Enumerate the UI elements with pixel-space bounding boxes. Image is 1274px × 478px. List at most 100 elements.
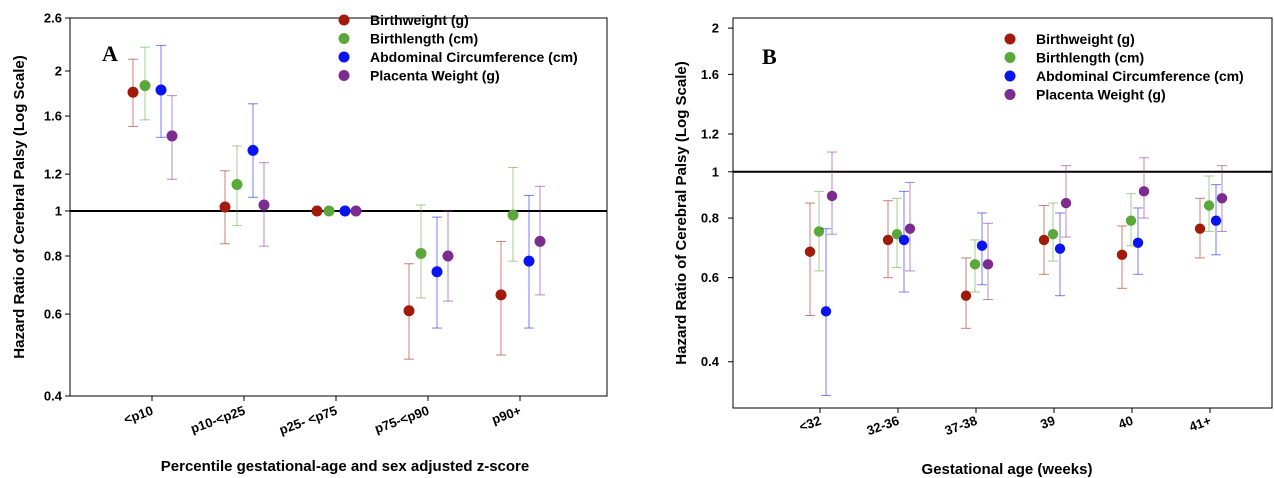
panel-b-legend-swatch [1004,52,1016,63]
panel-b-point-birthweight [1194,223,1206,234]
panel-a-chart: 0.4 0.6 0.8 1 1.2 1.6 2 2.6 <p10 p10-<p25 p25- <p… [11,11,608,475]
panel-a-point-abdominal [247,144,259,156]
panel-a-y-tick-label: 2 [55,63,62,78]
panel-b-legend-label: Placenta Weight (g) [1036,87,1166,103]
panel-a-point-birthlength [139,80,151,92]
panel-b-x-tick-label: 32-36 [865,413,901,438]
panel-a-legend-swatch [338,14,350,26]
panel-b-point-birthlength [1047,229,1059,240]
panel-a-x-tick-label: p75-<p90 [373,403,431,436]
panel-a-legend-swatch [338,70,350,81]
panel-b-legend-item: Abdominal Circumference (cm) [1004,68,1244,84]
panel-a-point-abdominal [431,266,443,278]
panel-a-legend-item: Abdominal Circumference (cm) [338,49,578,65]
panel-b-legend-label: Birthlength (cm) [1036,50,1144,66]
panel-b-point-birthlength [1203,200,1215,211]
panel-a-point-abdominal [339,205,351,217]
panel-a-letter: A [102,41,118,66]
panel-b-y-tick-label: 1.6 [701,67,719,82]
panel-a-y-tick-label: 0.6 [44,307,62,322]
panel-b-legend-item: Birthlength (cm) [1004,50,1144,66]
panel-b-legend: Birthweight (g) Birthlength (cm) Abdominal… [1004,31,1244,103]
panel-a-y-axis-title: Hazard Ratio of Cerebral Palsy (Log Scal… [11,55,28,358]
panel-a-legend-label: Abdominal Circumference (cm) [370,49,578,65]
panel-a-legend-swatch [338,51,350,63]
panel-b-y-tick-label: 1.2 [701,127,719,142]
panel-b-error-bar [805,202,815,316]
panel-b-chart: 0.4 0.6 0.8 1 1.2 1.6 2 <32 32-36 37-38 39 40 41+ B… [673,17,1273,478]
panel-b-x-tick-label: 39 [1038,413,1057,432]
panel-a-point-birthlength [231,178,243,190]
panel-a-point-birthlength [323,205,335,217]
panel-a-legend-item: Placenta Weight (g) [338,68,500,84]
panel-b-legend-swatch [1004,89,1016,100]
panel-a-y-tick-label: 1.2 [44,167,62,182]
panel-b-point-placenta [1216,193,1228,204]
panel-b-y-tick-label: 2 [712,21,719,36]
panel-b-point-birthlength [969,259,981,270]
panel-a-point-birthweight [219,201,231,213]
panel-a-y-tick-label: 0.8 [44,249,62,264]
panel-a-x-tick-label: p25- <p75 [277,403,339,438]
panel-a-plot-frame [69,17,608,397]
panel-b-legend-item: Placenta Weight (g) [1004,87,1166,103]
panel-a-y-tick-label: 0.4 [44,389,63,404]
panel-a-point-placenta [534,235,546,247]
panel-a-legend-swatch [338,33,350,44]
panel-a-x-axis-title: Percentile gestational-age and sex adjus… [161,458,529,475]
panel-b-y-tick-label: 1 [712,164,719,179]
panel-b-point-placenta [982,259,994,270]
panel-b-y-tick-label: 0.4 [701,354,720,369]
panel-b-x-tick-label: 40 [1116,413,1135,432]
panel-b-legend-swatch [1004,33,1016,45]
panel-a-legend-label: Birthweight (g) [370,12,469,28]
panel-b-point-abdominal [1132,237,1144,248]
panel-a-legend-item: Birthweight (g) [338,12,469,28]
panel-b-point-birthweight [882,234,894,246]
panel-b-plot-frame [732,17,1273,409]
panel-b-legend-item: Birthweight (g) [1004,31,1135,47]
panel-b-y-tick-label: 0.8 [701,211,719,226]
panel-a-legend-item: Birthlength (cm) [338,31,478,47]
panel-b-point-abdominal [820,306,832,317]
panel-a-point-abdominal [523,255,535,267]
panel-a-point-birthlength [415,248,427,260]
panel-b-point-placenta [904,223,916,234]
panel-b-point-birthlength [813,226,825,237]
panel-b-point-placenta [826,190,838,202]
panel-b-point-abdominal [898,234,910,246]
panel-b-x-tick-label: <32 [797,413,823,435]
panel-b-point-birthweight [1116,249,1128,261]
panel-a-point-birthweight [403,305,415,317]
panel-a-y-tick-label: 1.6 [44,109,62,124]
panel-b-point-birthlength [1125,215,1137,226]
panel-b-x-tick-label: 37-38 [943,413,979,438]
panel-a-point-birthlength [507,209,519,221]
panel-b-legend-label: Birthweight (g) [1036,31,1135,47]
panel-b-x-tick-label: 41+ [1187,413,1213,435]
panel-a-legend: Birthweight (g) Birthlength (cm) Abdominal… [338,12,578,84]
panel-b-point-abdominal [1054,243,1066,254]
panel-b-legend-swatch [1004,70,1016,82]
panel-b-point-placenta [1060,197,1072,209]
panel-a-legend-label: Placenta Weight (g) [370,68,500,84]
panel-b-y-axis-title: Hazard Ratio of Cerebral Palsy (Log Scal… [673,61,690,364]
panel-b-point-placenta [1138,186,1150,197]
panel-b-point-birthweight [1038,234,1050,246]
panel-a-x-tick-label: p90+ [490,403,524,427]
panel-a-point-placenta [442,250,454,262]
panel-a-point-birthweight [495,289,507,301]
panel-b-point-abdominal [976,240,988,251]
panel-b-y-tick-label: 0.6 [701,270,719,285]
panel-b-letter: B [762,44,777,69]
panel-a-y-tick-label: 2.6 [44,11,62,26]
panel-b-x-axis-title: Gestational age (weeks) [922,461,1093,478]
panel-b-legend-label: Abdominal Circumference (cm) [1036,68,1244,84]
panel-b-point-birthweight [960,290,972,301]
panel-a-legend-label: Birthlength (cm) [370,31,478,47]
panel-b-error-bar [1055,212,1065,297]
panel-a-point-birthweight [311,205,323,217]
panel-b-point-birthweight [804,246,816,257]
panel-a-point-abdominal [155,84,167,96]
